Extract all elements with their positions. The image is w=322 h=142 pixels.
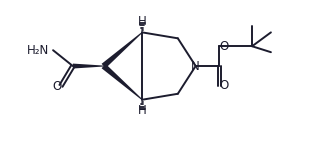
Polygon shape	[102, 32, 143, 68]
Text: O: O	[52, 80, 62, 93]
Text: H₂N: H₂N	[27, 44, 49, 57]
Text: N: N	[191, 59, 200, 73]
Text: H: H	[138, 104, 147, 117]
Text: O: O	[220, 79, 229, 92]
Text: H: H	[138, 15, 147, 28]
Polygon shape	[73, 64, 104, 69]
Text: O: O	[220, 40, 229, 53]
Polygon shape	[102, 64, 143, 100]
